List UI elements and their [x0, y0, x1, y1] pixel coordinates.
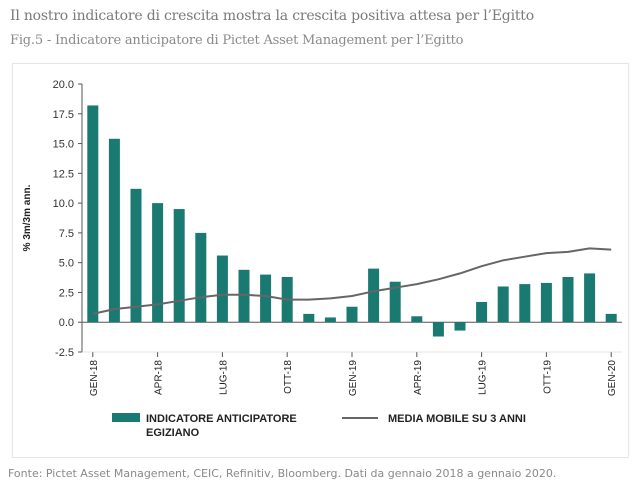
- x-tick-label: OTT-19: [542, 360, 553, 394]
- bar: [368, 268, 380, 323]
- bar: [238, 269, 250, 323]
- bar: [411, 316, 423, 323]
- legend-bar-label: INDICATORE ANTICIPATORE EGIZIANO: [146, 413, 297, 439]
- y-tick-label: -2.5: [55, 347, 74, 359]
- x-tick-label: LUG-18: [218, 360, 229, 395]
- figure-subtitle: Fig.5 - Indicatore anticipatore di Picte…: [10, 33, 464, 48]
- bar: [389, 281, 401, 323]
- bar: [303, 313, 315, 323]
- bar: [152, 203, 164, 323]
- bar: [432, 322, 444, 337]
- y-tick-label: 17.5: [53, 109, 74, 121]
- x-tick-label: OTT-18: [283, 360, 294, 394]
- x-tick-label: GEN-19: [348, 360, 359, 397]
- bar: [497, 286, 509, 323]
- bar: [195, 232, 207, 323]
- y-tick-label: 2.5: [59, 287, 74, 299]
- bar: [584, 273, 596, 323]
- bar: [260, 274, 272, 323]
- bar: [87, 105, 99, 323]
- bar: [476, 301, 488, 323]
- y-tick-label: 12.5: [53, 168, 74, 180]
- bar: [540, 282, 552, 323]
- x-tick-label: APR-19: [413, 360, 424, 395]
- x-tick-label: APR-18: [154, 360, 165, 395]
- y-tick-label: 5.0: [59, 258, 74, 270]
- moving-average-line: [92, 247, 612, 315]
- bar: [562, 276, 574, 323]
- x-tick-label: LUG-19: [478, 360, 489, 395]
- bar: [216, 255, 228, 323]
- x-tick-label: GEN-20: [607, 360, 618, 397]
- y-axis-title: % 3m/3m ann.: [22, 184, 33, 251]
- y-tick-label: 0.0: [59, 317, 74, 329]
- bar: [519, 284, 531, 323]
- bar: [108, 138, 120, 323]
- bar: [130, 188, 142, 323]
- legend-line-label: MEDIA MOBILE SU 3 ANNI: [388, 413, 526, 425]
- bar: [173, 209, 185, 323]
- y-tick-label: 15.0: [53, 139, 74, 151]
- x-tick-label: GEN-18: [89, 360, 100, 397]
- page-title: Il nostro indicatore di crescita mostra …: [10, 8, 534, 24]
- bar: [454, 322, 466, 331]
- y-tick-label: 20.0: [53, 79, 74, 91]
- bar: [605, 313, 617, 323]
- bar: [324, 317, 336, 323]
- y-tick-label: 10.0: [53, 198, 74, 210]
- bar: [346, 306, 358, 323]
- source-footnote: Fonte: Pictet Asset Management, CEIC, Re…: [8, 467, 557, 480]
- legend-bar-swatch: [112, 413, 140, 422]
- y-tick-label: 7.5: [59, 228, 74, 240]
